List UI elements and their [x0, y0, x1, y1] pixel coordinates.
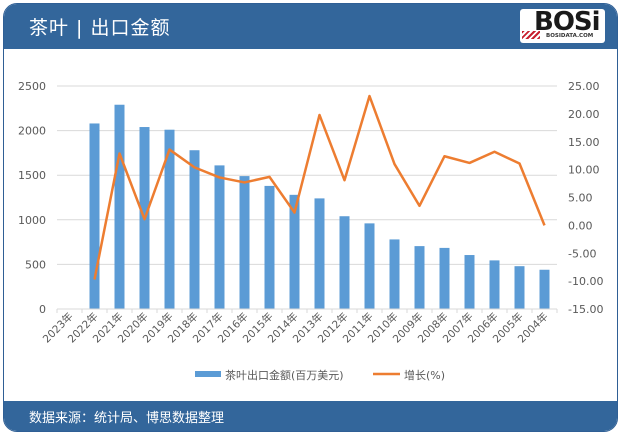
- bar: [364, 223, 375, 309]
- data-source-note: 数据来源：统计局、博思数据整理: [29, 411, 225, 426]
- growth-line: [93, 94, 546, 280]
- bar: [389, 239, 400, 309]
- chart-area: 0 500 1000 1500 2000 2500 -15.00 -10.00 -5.00 0.…: [18, 80, 603, 382]
- bar: [514, 266, 525, 309]
- right-axis-tick: 20.00: [568, 108, 600, 121]
- legend-bar-swatch: [195, 371, 221, 377]
- legend-bar-label: 茶叶出口金额(百万美元): [225, 368, 344, 382]
- footer-bar: 数据来源：统计局、博思数据整理: [4, 401, 617, 431]
- bar: [189, 150, 200, 309]
- page-title: 茶叶 | 出口金额: [29, 17, 171, 39]
- left-axis-tick: 500: [25, 258, 46, 271]
- bar-series: [89, 104, 550, 310]
- bar: [414, 246, 425, 309]
- bar: [264, 185, 275, 309]
- line-series: [93, 94, 546, 280]
- gridlines: [57, 85, 557, 265]
- right-axis-ticks: -15.00 -10.00 -5.00 0.00 5.00 10.00 15.00 20.00…: [568, 80, 603, 316]
- left-axis-tick: 2000: [18, 125, 46, 138]
- right-axis-tick: 0.00: [568, 219, 593, 232]
- left-axis-tick: 1500: [18, 169, 46, 182]
- logo-text: BOSi: [534, 7, 601, 37]
- bar: [314, 198, 325, 309]
- right-axis-tick: -10.00: [568, 275, 603, 288]
- bar: [439, 247, 450, 309]
- chart-card: 茶叶 | 出口金额 BOSi BOSIDATA.COM 0 500 1000 1500…: [3, 3, 618, 432]
- bar: [164, 129, 175, 309]
- bar: [89, 123, 100, 310]
- x-axis: 2023年2022年2021年2020年2019年2018年2017年2016年…: [40, 308, 558, 345]
- left-axis-tick: 0: [39, 303, 46, 316]
- bar: [289, 194, 300, 309]
- right-axis-tick: 25.00: [568, 80, 600, 93]
- right-axis-tick: 15.00: [568, 136, 600, 149]
- logo-stripe-icon: [522, 31, 540, 39]
- bar: [489, 260, 500, 309]
- bar: [464, 255, 475, 309]
- bosi-logo: BOSi BOSIDATA.COM: [520, 7, 605, 43]
- legend-line-label: 增长(%): [404, 368, 445, 382]
- bar: [214, 165, 225, 309]
- bar: [114, 104, 125, 309]
- right-axis-tick: 10.00: [568, 164, 600, 177]
- bar: [339, 216, 350, 309]
- right-axis-tick: -5.00: [568, 247, 596, 260]
- left-axis-tick: 1000: [18, 214, 46, 227]
- bar: [239, 176, 250, 309]
- bar: [539, 269, 550, 309]
- left-axis-ticks: 0 500 1000 1500 2000 2500: [18, 80, 46, 316]
- header-bar: 茶叶 | 出口金额 BOSi BOSIDATA.COM: [4, 4, 617, 49]
- logo-subtext: BOSIDATA.COM: [546, 33, 594, 39]
- right-axis-tick: 5.00: [568, 192, 593, 205]
- left-axis-tick: 2500: [18, 80, 46, 93]
- right-axis-tick: -15.00: [568, 303, 603, 316]
- legend: 茶叶出口金额(百万美元) 增长(%): [195, 368, 445, 382]
